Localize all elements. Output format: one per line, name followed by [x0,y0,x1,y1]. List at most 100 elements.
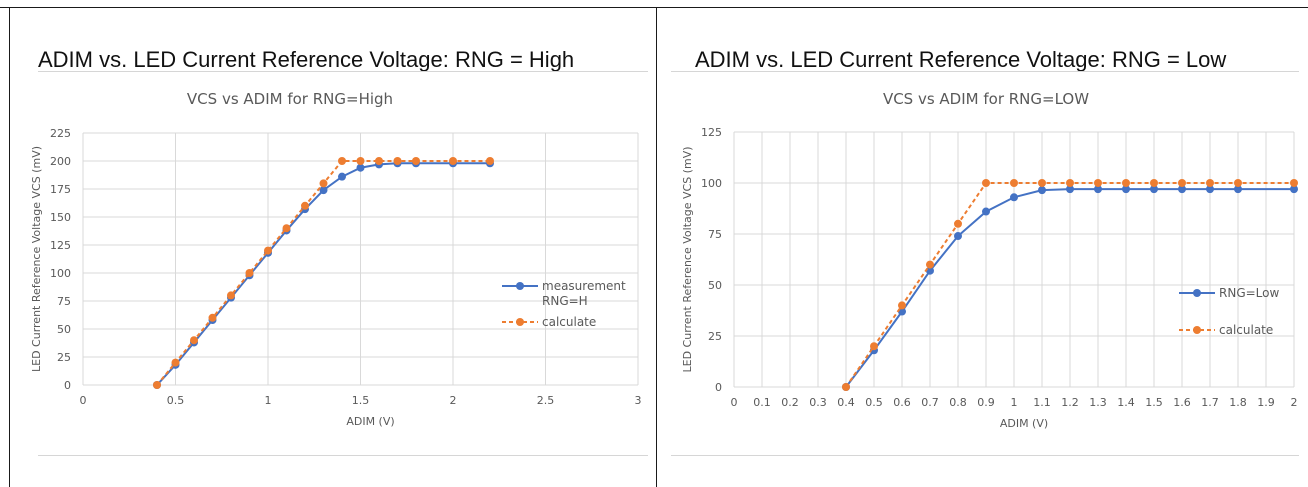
data-point-series-1 [1038,186,1046,195]
legend-swatch-marker [1193,289,1201,297]
x-tick-label: 2 [450,394,457,407]
data-point-series-2 [898,301,906,310]
series-line-2 [845,182,1294,388]
x-tick-label: 0.8 [949,396,967,409]
data-point-series-2 [449,157,457,165]
data-point-series-2 [208,313,217,322]
x-tick-label: 1.9 [1257,396,1275,409]
data-point-series-1 [1010,193,1018,202]
legend-swatch-marker [516,282,524,290]
data-point-series-2 [870,342,878,351]
data-point-series-2 [319,179,328,188]
chart-rng-low: VCS vs ADIM for RNG=LOW 0 25 50 75 100 125 0 0.1… [681,90,1298,430]
data-point-series-2 [954,219,962,228]
x-tick-label: 0.2 [781,396,799,409]
data-point-series-2 [1122,179,1130,187]
data-point-series-1 [1066,185,1074,194]
y-tick-label: 75 [57,295,71,308]
data-point-series-2 [227,291,235,300]
x-tick-label: 1.8 [1229,396,1247,409]
data-point-series-2 [1234,179,1242,187]
data-point-series-2 [393,157,402,165]
x-tick-label: 0.5 [865,396,883,409]
data-point-series-2 [982,179,990,187]
y-tick-label: 150 [50,211,71,224]
y-tick-label: 100 [701,177,722,190]
data-point-series-1 [338,172,346,181]
data-point-series-2 [338,157,346,165]
x-tick-label: 3 [635,394,642,407]
data-point-series-1 [1290,185,1298,194]
x-tick-label: 1.6 [1173,396,1191,409]
x-tick-label: 1 [265,394,272,407]
x-axis-label: ADIM (V) [1000,417,1048,430]
y-tick-label: 25 [57,351,71,364]
y-axis-label: LED Current Reference Voltage VCS (mV) [30,146,43,372]
data-point-series-2 [1206,179,1214,187]
x-tick-label: 0.7 [921,396,939,409]
chart-title: VCS vs ADIM for RNG=LOW [883,90,1089,108]
y-tick-label: 25 [708,330,722,343]
legend-label: RNG=Low [1219,286,1279,300]
y-tick-label: 100 [50,267,71,280]
legend-swatch-marker [516,318,524,326]
x-tick-label: 1 [1011,396,1018,409]
data-point-series-2 [245,269,254,277]
data-point-series-2 [171,358,180,367]
data-point-series-2 [486,157,494,165]
data-point-series-2 [264,246,272,255]
x-tick-label: 0 [731,396,738,409]
data-point-series-1 [1122,185,1130,194]
frame-top-border [0,7,1308,8]
y-tick-label: 175 [50,183,71,196]
panel-heading: ADIM vs. LED Current Reference Voltage: … [38,47,575,72]
y-tick-label: 75 [708,228,722,241]
x-tick-label: 2.5 [537,394,555,407]
panel-divider [656,7,657,487]
x-tick-label: 0 [80,394,87,407]
y-tick-label: 225 [50,127,71,140]
legend-label: calculate [542,315,596,329]
heading-rule [671,71,1299,72]
x-tick-label: 1.5 [352,394,370,407]
data-point-series-1 [356,163,365,172]
legend-label: RNG=H [542,294,588,308]
y-tick-label: 50 [57,323,71,336]
data-point-series-1 [1234,185,1242,194]
data-point-series-2 [926,260,934,269]
panel-rng-high: ADIM vs. LED Current Reference Voltage: … [10,8,656,487]
x-tick-label: 0.9 [977,396,995,409]
bottom-rule [671,455,1299,456]
x-tick-label: 1.2 [1061,396,1079,409]
data-point-series-2 [1038,179,1046,187]
data-point-series-2 [1290,179,1298,187]
legend-swatch-marker [1193,326,1201,334]
x-axis-label: ADIM (V) [346,415,394,428]
y-tick-label: 125 [701,126,722,139]
legend-label: calculate [1219,323,1273,337]
x-tick-label: 0.5 [167,394,185,407]
bottom-rule [38,455,648,456]
data-point-series-2 [153,381,161,389]
y-tick-label: 50 [708,279,722,292]
x-tick-label: 0.1 [753,396,771,409]
data-point-series-2 [1094,179,1102,187]
data-point-series-1 [1206,185,1214,194]
chart-rng-high: VCS vs ADIM for RNG=High 0 25 50 75 100 125 150… [30,90,642,428]
heading-rule [38,71,648,72]
x-tick-label: 1.3 [1089,396,1107,409]
data-point-series-2 [282,224,291,233]
data-point-series-2 [842,383,850,391]
data-point-series-2 [356,157,365,165]
data-point-series-2 [1150,179,1158,187]
data-point-series-2 [301,201,309,210]
frame-left-border [9,7,10,487]
x-tick-label: 0.6 [893,396,911,409]
panel-rng-low: ADIM vs. LED Current Reference Voltage: … [657,8,1308,487]
legend-label: measurement [542,279,626,293]
data-point-series-1 [1178,185,1186,194]
y-tick-label: 0 [715,381,722,394]
series-line-1 [845,188,1294,388]
data-point-series-2 [190,336,198,345]
data-point-series-1 [954,232,962,241]
